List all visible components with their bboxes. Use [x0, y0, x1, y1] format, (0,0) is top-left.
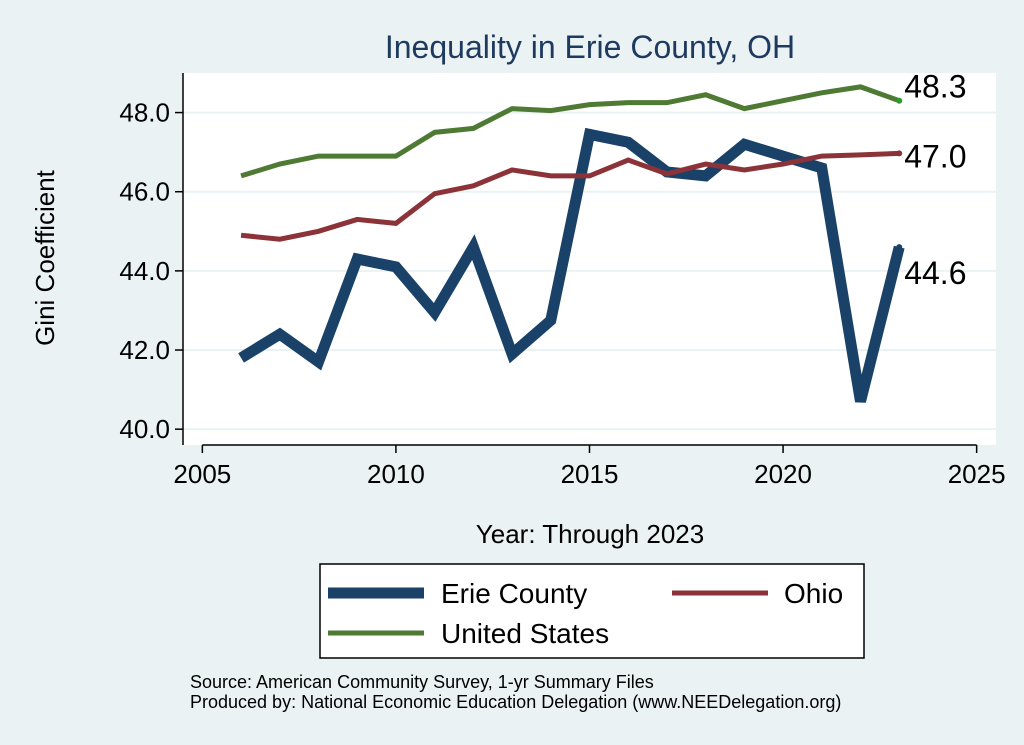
y-tick-label: 46.0	[119, 177, 170, 207]
series-line-united-states	[240, 84, 901, 179]
axes: 40.0 42.0 44.0 46.0 48.0 2005 2010 2015 2020 2025	[119, 73, 1006, 489]
end-label-united-states: 48.3	[904, 69, 966, 105]
x-tick-label: 2005	[173, 459, 231, 489]
series-line-ohio	[240, 150, 900, 242]
legend-label-erie-county: Erie County	[441, 578, 587, 609]
legend-box	[319, 563, 865, 659]
series-layer	[238, 84, 905, 403]
y-axis-label: Gini Coefficient	[30, 169, 60, 346]
source-line: Source: American Community Survey, 1-yr …	[190, 672, 654, 692]
y-tick-label: 40.0	[119, 414, 170, 444]
legend-label-united-states: United States	[441, 618, 609, 649]
y-tick-label: 48.0	[119, 98, 170, 128]
legend-label-ohio: Ohio	[784, 578, 843, 609]
end-point-erie-county	[896, 244, 903, 251]
end-label-ohio: 47.0	[904, 138, 966, 174]
end-point-united-states	[896, 97, 903, 104]
source-note: Source: American Community Survey, 1-yr …	[190, 672, 841, 712]
chart-title: Inequality in Erie County, OH	[385, 29, 795, 65]
end-label-erie-county: 44.6	[904, 255, 966, 291]
series-line-erie-county	[238, 127, 905, 403]
producer-line: Produced by: National Economic Education…	[190, 692, 842, 712]
y-tick-label: 44.0	[119, 256, 170, 286]
legend: Erie County Ohio United States	[319, 563, 865, 659]
y-tick-label: 42.0	[119, 335, 170, 365]
x-tick-label: 2015	[561, 459, 619, 489]
end-labels: 44.6 47.0 48.3	[896, 69, 966, 291]
x-axis-label: Year: Through 2023	[476, 519, 704, 549]
x-tick-label: 2010	[367, 459, 425, 489]
x-tick-label: 2025	[948, 459, 1006, 489]
x-tick-label: 2020	[754, 459, 812, 489]
end-point-ohio	[896, 150, 903, 157]
